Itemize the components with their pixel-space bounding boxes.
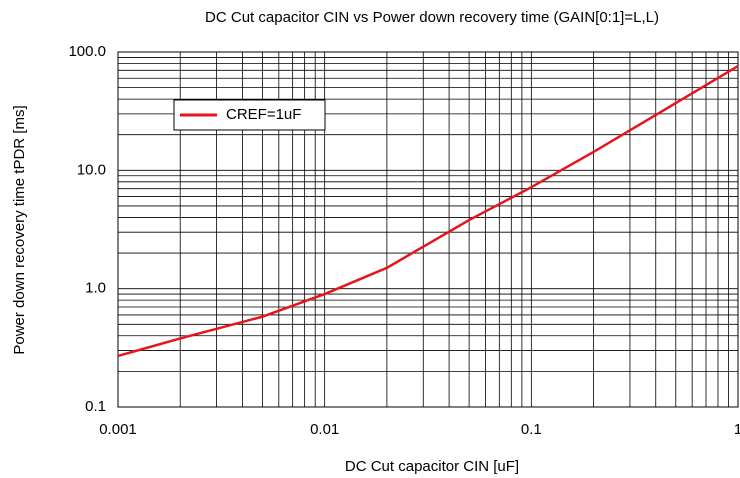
chart-title: DC Cut capacitor CIN vs Power down recov… (205, 9, 659, 26)
plot-frame (117, 51, 739, 408)
legend-label: CREF=1uF (226, 106, 301, 123)
y-tick-label: 100.0 (68, 43, 106, 60)
y-tick-label: 1.0 (85, 280, 106, 297)
x-axis-label: DC Cut capacitor CIN [uF] (345, 458, 519, 475)
x-tick-label: 0.001 (99, 421, 137, 438)
x-tick-label: 0.1 (521, 421, 542, 438)
y-axis-label: Power down recovery time tPDR [ms] (11, 105, 28, 354)
line-series (117, 65, 739, 358)
x-tick-label: 0.01 (310, 421, 339, 438)
x-tick-label: 1 (734, 421, 740, 438)
y-tick-label: 10.0 (77, 161, 106, 178)
y-tick-label: 0.1 (85, 398, 106, 415)
